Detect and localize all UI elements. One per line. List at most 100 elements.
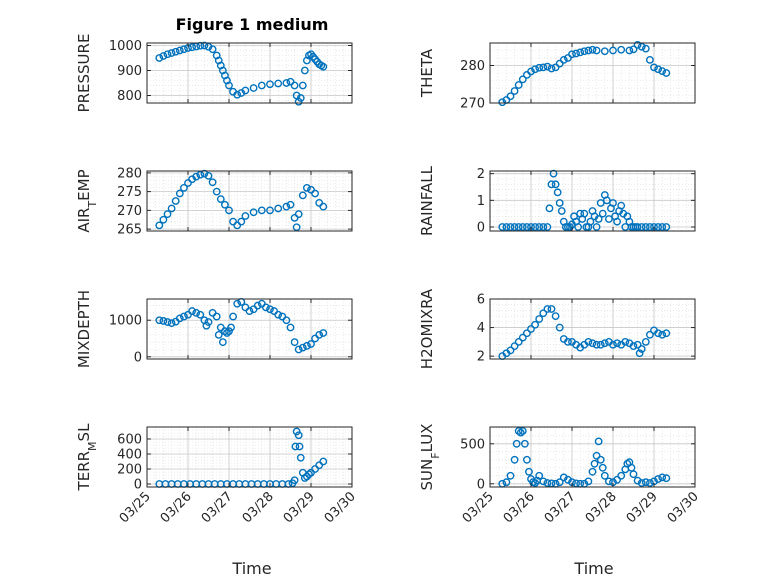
data-point xyxy=(520,439,529,448)
data-point xyxy=(212,187,221,196)
data-point xyxy=(539,223,548,231)
y-tick-label: 500 xyxy=(460,437,485,452)
data-point xyxy=(241,86,250,95)
plot-area xyxy=(490,299,695,359)
data-point xyxy=(523,329,531,338)
data-point xyxy=(282,202,291,211)
data-point xyxy=(633,223,642,231)
data-point xyxy=(290,81,299,90)
data-point xyxy=(547,64,556,73)
data-point xyxy=(592,451,601,460)
data-point xyxy=(512,439,521,448)
data-point xyxy=(592,46,601,55)
data-point xyxy=(498,98,507,107)
data-point xyxy=(302,341,311,350)
data-point xyxy=(594,215,603,223)
data-point xyxy=(641,478,650,487)
data-point xyxy=(290,476,299,485)
data-point xyxy=(245,307,254,315)
data-point xyxy=(654,223,662,231)
data-point xyxy=(551,180,560,189)
y-tick-label: 280 xyxy=(460,59,485,74)
data-point xyxy=(163,318,172,326)
data-point xyxy=(233,299,242,308)
data-point xyxy=(506,223,515,231)
data-point xyxy=(200,41,209,50)
axes-box xyxy=(146,426,353,488)
data-point xyxy=(291,442,300,451)
data-point xyxy=(539,63,548,72)
data-point xyxy=(637,223,646,231)
data-point xyxy=(637,479,646,487)
data-point xyxy=(266,206,274,215)
data-point xyxy=(637,345,646,353)
data-point xyxy=(523,455,531,464)
data-point xyxy=(568,50,576,59)
y-tick-label: 2 xyxy=(477,350,485,365)
y-axis-label: SUNFLUX xyxy=(418,424,442,491)
data-point xyxy=(588,467,597,476)
data-point xyxy=(510,87,519,95)
y-tick-label: 6 xyxy=(477,293,485,308)
y-axis-label: H2OMIXRA xyxy=(418,288,436,369)
y-tick-label: 0 xyxy=(134,478,142,493)
data-point xyxy=(584,477,593,486)
y-tick-label: 2 xyxy=(477,167,485,182)
x-tick-label: 03/27 xyxy=(542,489,579,526)
data-point xyxy=(196,170,205,179)
data-point xyxy=(155,54,164,62)
data-point xyxy=(543,223,552,231)
data-point xyxy=(547,180,556,189)
data-point xyxy=(282,79,291,87)
subplot-air-temp: 265 270 275 280 AIRTEMP xyxy=(75,166,353,238)
data-point xyxy=(311,189,319,198)
data-point xyxy=(292,427,301,436)
data-point xyxy=(531,223,539,231)
data-point xyxy=(253,301,262,310)
data-point xyxy=(617,45,626,54)
y-tick-label: 1000 xyxy=(109,39,142,54)
y-tick-label: 0 xyxy=(134,350,142,365)
y-tick-label: 800 xyxy=(117,89,142,104)
data-point xyxy=(662,223,671,231)
data-point xyxy=(298,191,307,200)
data-point xyxy=(514,427,523,435)
data-point xyxy=(658,330,667,339)
data-point xyxy=(592,223,601,231)
data-point xyxy=(623,459,632,468)
data-point xyxy=(188,307,197,315)
data-point xyxy=(535,63,544,72)
data-point xyxy=(621,337,630,346)
data-point xyxy=(605,477,613,486)
subplot-pressure: 800 900 1000 PRESSURE xyxy=(75,34,353,113)
data-point xyxy=(662,69,671,77)
subplot-theta: 270 280 THETA xyxy=(418,40,696,112)
y-axis-label: PRESSURE xyxy=(75,34,93,113)
data-point xyxy=(555,199,564,207)
data-point xyxy=(159,317,168,325)
data-point xyxy=(555,478,564,487)
data-point xyxy=(613,217,621,226)
plot-area xyxy=(147,171,352,231)
data-point xyxy=(600,47,609,56)
data-point xyxy=(658,67,667,76)
data-point xyxy=(654,475,662,483)
data-point xyxy=(506,346,515,355)
axes-box xyxy=(489,42,696,104)
data-point xyxy=(298,81,307,90)
data-point xyxy=(598,209,607,218)
data-point xyxy=(658,223,667,231)
data-point xyxy=(233,90,242,99)
subplot-mixdepth: 0 1000 MIXDEPTH xyxy=(75,290,353,368)
data-point xyxy=(196,310,205,319)
data-point xyxy=(227,323,235,332)
data-point xyxy=(179,45,188,54)
data-point xyxy=(208,178,217,187)
data-point xyxy=(208,45,217,54)
data-point xyxy=(319,62,328,71)
data-point xyxy=(662,329,671,338)
data-point xyxy=(641,337,650,346)
data-point xyxy=(646,55,654,64)
plot-area xyxy=(147,299,352,359)
data-point xyxy=(294,431,303,440)
